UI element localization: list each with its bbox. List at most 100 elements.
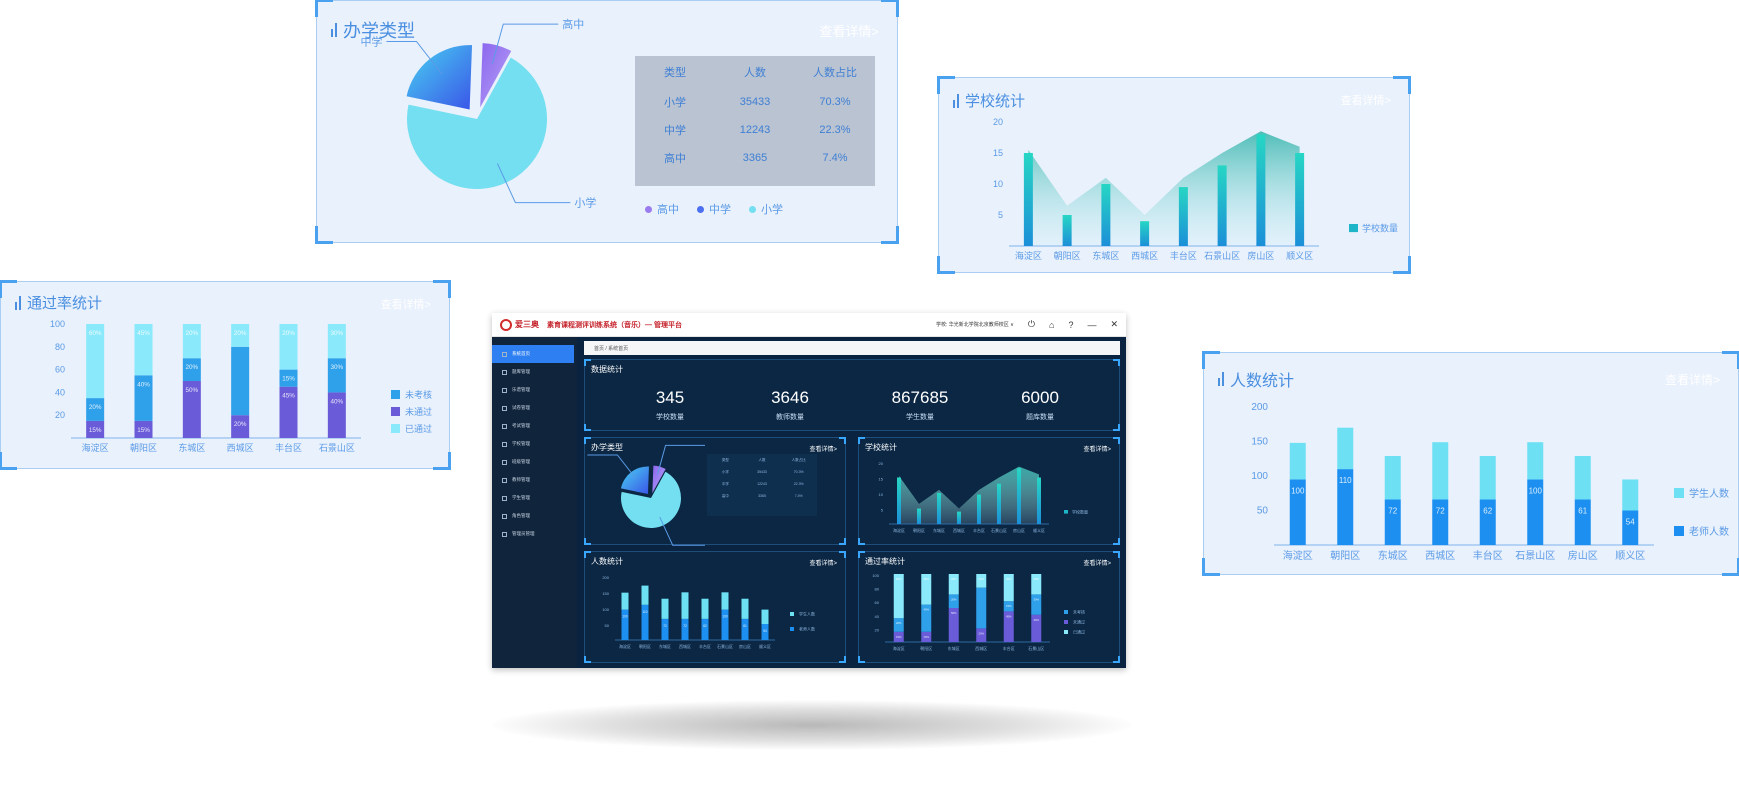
school-type-legend: 高中 中学 小学 xyxy=(645,201,783,217)
bar-segment xyxy=(1574,499,1591,545)
y-tick-label: 5 xyxy=(881,508,884,513)
legend-swatch xyxy=(1064,610,1068,614)
table-cell: 高中 xyxy=(721,493,729,498)
bar-segment xyxy=(1031,594,1042,615)
sidebar-item[interactable]: 学校管理 xyxy=(492,435,577,453)
data-label: 110 xyxy=(1339,476,1352,485)
sidebar-item-label: 学生管理 xyxy=(512,495,530,500)
bar-segment xyxy=(86,420,105,438)
bar-segment xyxy=(182,358,201,381)
menu-icon xyxy=(502,423,507,429)
data-label: 15% xyxy=(923,635,929,639)
sidebar-item[interactable]: 考试管理 xyxy=(492,417,577,435)
bar-segment xyxy=(741,598,749,619)
mini-table: 类型 人数 人数占比 小学 35433 70.3% 中学 12243 22.3% 高中 3365 7.… xyxy=(707,454,817,516)
x-tick-label: 朝阳区 xyxy=(920,645,932,651)
bar-segment xyxy=(948,594,959,608)
pie-leader-line xyxy=(657,444,705,475)
panel-more-link[interactable]: 查看详情> xyxy=(809,561,837,567)
school-type-more-link[interactable]: 查看详情> xyxy=(819,24,879,39)
x-tick-label: 西城区 xyxy=(227,443,254,453)
bar-segment xyxy=(1289,442,1306,480)
bar-segment xyxy=(661,618,669,640)
close-icon[interactable]: ✕ xyxy=(1110,319,1118,329)
bar-segment xyxy=(1432,442,1449,500)
minimize-icon[interactable]: — xyxy=(1087,319,1097,330)
table-cell: 小学 xyxy=(721,469,729,474)
stat-label: 教师数量 xyxy=(776,414,804,421)
legend-label: 未考核 xyxy=(1073,609,1085,615)
home-icon[interactable]: ⌂ xyxy=(1049,319,1055,330)
sidebar-item[interactable]: 管理员管理 xyxy=(492,525,577,543)
people-chart: 50 100 150 200 100 海淀区 110 朝阳区 72 东城区 72 西城区 62 丰台区 10… xyxy=(1251,402,1729,562)
menu-icon xyxy=(502,351,507,357)
x-tick-label: 顺义区 xyxy=(1033,527,1045,533)
power-icon[interactable]: ⏻ xyxy=(1027,319,1035,329)
bar-segment xyxy=(279,386,298,438)
pie-leader-line xyxy=(496,163,571,204)
bar-segment xyxy=(86,324,105,399)
y-tick-label: 15 xyxy=(993,148,1003,158)
chart-bar-icon xyxy=(953,93,959,108)
bar-segment xyxy=(231,324,250,347)
bar-segment xyxy=(681,618,689,640)
panel-more-link[interactable]: 查看详情> xyxy=(1083,447,1111,453)
sidebar-item[interactable]: 系统首页 xyxy=(492,345,574,363)
logo: 爱三奥 xyxy=(500,318,539,331)
bar-segment xyxy=(1479,455,1496,500)
panel-title: 人数统计 xyxy=(591,557,623,566)
bar-segment xyxy=(893,631,904,642)
table-cell: 中学 xyxy=(721,481,729,486)
table-header-count: 人数 xyxy=(744,67,766,79)
area-fill xyxy=(899,466,1039,524)
table-cell: 高中 xyxy=(664,153,686,165)
panel-more-link[interactable]: 查看详情> xyxy=(809,447,837,453)
sidebar-item[interactable]: 教师管理 xyxy=(492,471,577,489)
school-stats-more-link[interactable]: 查看详情> xyxy=(1340,95,1391,107)
y-tick-label: 100 xyxy=(1251,471,1268,482)
help-icon[interactable]: ? xyxy=(1068,319,1074,330)
sidebar: 系统首页 题库管理 乐谱管理 试卷管理 考试管理 学校管理班级管理教师管理学生管理角色管理… xyxy=(492,337,577,668)
x-tick-label: 东城区 xyxy=(933,527,945,533)
floor-shadow xyxy=(492,700,1132,750)
sidebar-item[interactable]: 班级管理 xyxy=(492,453,577,471)
sidebar-item[interactable]: 题库管理 xyxy=(492,363,577,381)
x-tick-label: 朝阳区 xyxy=(639,643,651,649)
legend-label: 已通过 xyxy=(1073,629,1085,635)
sidebar-item-label: 班级管理 xyxy=(512,459,530,464)
bar-segment xyxy=(621,609,629,640)
mini-people-chart: 50 100 150 200 100 海淀区 110 朝阳区 72 东城区 72 西城区 62 丰台区 10… xyxy=(602,575,815,649)
sidebar-item[interactable]: 乐谱管理 xyxy=(492,381,577,399)
bar-segment xyxy=(976,587,987,629)
sidebar-item[interactable]: 试卷管理 xyxy=(492,399,577,417)
x-tick-label: 海淀区 xyxy=(1283,549,1313,562)
table-cell: 35433 xyxy=(757,470,767,474)
chart-bar-icon xyxy=(331,23,337,37)
sidebar-item[interactable]: 角色管理 xyxy=(492,507,577,525)
table-header-ratio: 人数占比 xyxy=(813,67,857,79)
panel-title: 通过率统计 xyxy=(865,557,905,566)
bar-segment xyxy=(182,381,201,438)
school-type-table: 类型 人数 人数占比 小学 35433 70.3% 中学 12243 22.3%… xyxy=(635,56,875,186)
panel-more-link[interactable]: 查看详情> xyxy=(1083,561,1111,567)
legend-swatch xyxy=(391,390,400,399)
bar-segment xyxy=(1622,479,1639,511)
table-cell: 12243 xyxy=(757,482,767,486)
people-more-link[interactable]: 查看详情> xyxy=(1664,373,1720,387)
chart-bar-icon xyxy=(1218,372,1224,386)
data-label: 30% xyxy=(331,364,344,371)
menu-icon xyxy=(502,369,507,375)
y-tick-label: 15 xyxy=(879,477,884,482)
legend-label: 高中 xyxy=(657,204,679,216)
pie-leader-line xyxy=(491,23,559,65)
menu-icon xyxy=(502,495,507,501)
y-tick-label: 20 xyxy=(993,117,1003,127)
table-header: 类型 人数 人数占比 xyxy=(635,56,875,88)
menu-icon xyxy=(502,441,507,447)
legend-label: 已通过 xyxy=(405,423,432,434)
school-selector[interactable]: 学校: 华光新北学院北京教师校区 ∨ xyxy=(936,322,1014,328)
sidebar-item[interactable]: 学生管理 xyxy=(492,489,577,507)
data-label: 100 xyxy=(622,615,628,619)
stat-teachers: 3646 教师数量 xyxy=(735,388,845,422)
pass-rate-more-link[interactable]: 查看详情> xyxy=(380,299,431,311)
